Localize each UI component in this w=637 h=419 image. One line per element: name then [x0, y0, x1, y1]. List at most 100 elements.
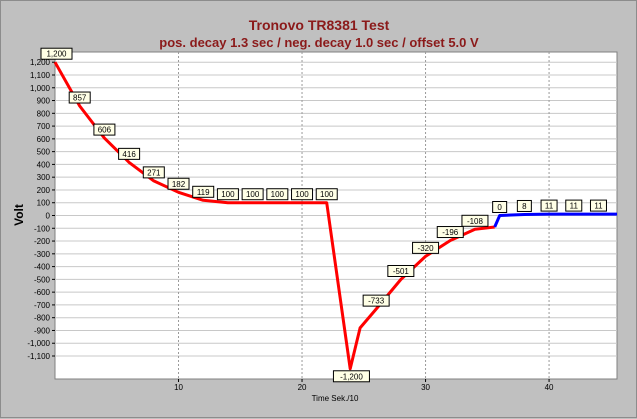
data-label-text: 100	[221, 190, 235, 199]
data-label: 416	[118, 147, 141, 160]
data-label: -1,200	[332, 370, 370, 383]
data-label: -733	[362, 294, 390, 307]
data-label-text: 8	[522, 202, 527, 211]
data-label: -108	[461, 214, 489, 227]
data-label-text: 100	[246, 190, 260, 199]
data-label: 100	[241, 188, 264, 201]
data-label: 100	[216, 188, 239, 201]
data-label: 8	[516, 199, 532, 212]
y-tick-label: -900	[34, 326, 51, 335]
x-axis-ticks: 10 20 30 40	[174, 379, 554, 392]
data-label-text: 271	[147, 168, 161, 177]
chart-subtitle: pos. decay 1.3 sec / neg. decay 1.0 sec …	[159, 35, 479, 50]
y-tick-label: -500	[34, 275, 51, 284]
data-label-box	[68, 91, 91, 104]
y-tick-label: 100	[37, 199, 51, 208]
data-label-text: -1,200	[340, 372, 363, 381]
chart-title: Tronovo TR8381 Test	[249, 17, 390, 33]
data-label-box	[412, 241, 440, 254]
data-label-text: 1,200	[46, 50, 67, 59]
x-tick-label: 10	[174, 383, 183, 392]
data-label-text: -501	[393, 267, 410, 276]
data-label-text: 182	[172, 180, 186, 189]
y-tick-label: 300	[37, 173, 51, 182]
y-tick-label: -600	[34, 288, 51, 297]
series-line-2	[493, 212, 617, 228]
series-lines	[53, 61, 617, 371]
data-label-box	[565, 199, 583, 212]
data-label: 119	[192, 185, 215, 198]
data-label-text: -108	[467, 217, 484, 226]
data-label-text: 11	[594, 202, 603, 211]
data-labels: 1,200 857 606 416 271 182 119 100 100 100 100 100 -1…	[40, 47, 607, 383]
x-axis-label: Time Sek./10	[312, 394, 359, 403]
data-label-box	[436, 226, 464, 239]
data-label: -501	[387, 264, 415, 277]
y-tick-label: 200	[37, 186, 51, 195]
data-label-box	[516, 199, 532, 212]
data-label-box	[291, 188, 314, 201]
data-label-text: 11	[570, 202, 579, 211]
y-tick-label: -200	[34, 237, 51, 246]
data-label-box	[192, 185, 215, 198]
data-label-text: 11	[545, 202, 554, 211]
y-tick-label: 700	[37, 122, 51, 131]
data-label-text: -320	[418, 244, 435, 253]
data-label-box	[387, 264, 415, 277]
data-label: 1,200	[40, 47, 73, 60]
data-label-text: -733	[368, 297, 385, 306]
y-tick-label: -800	[34, 314, 51, 323]
data-label: 606	[93, 123, 116, 136]
x-tick-label: 20	[298, 383, 307, 392]
data-label: 100	[315, 188, 338, 201]
y-tick-label: 0	[46, 212, 51, 221]
y-tick-label: -700	[34, 301, 51, 310]
y-tick-label: -300	[34, 250, 51, 259]
data-label-box	[540, 199, 558, 212]
data-label: 11	[540, 199, 558, 212]
series-line-1	[53, 61, 495, 371]
y-tick-label: -100	[34, 224, 51, 233]
y-tick-label: 600	[37, 135, 51, 144]
data-label: 100	[291, 188, 314, 201]
y-axis-ticks: 1,200 1,100 1,000 900 800 700 600 500 400 300 200 1…	[27, 58, 55, 361]
data-label: -320	[412, 241, 440, 254]
y-tick-label: 900	[37, 97, 51, 106]
data-label-text: 606	[98, 126, 112, 135]
data-label-text: 119	[197, 188, 210, 197]
y-tick-label: -1,000	[27, 339, 50, 348]
y-tick-label: 400	[37, 160, 51, 169]
data-label-box	[167, 177, 190, 190]
data-label-text: 0	[497, 203, 502, 212]
y-tick-label: -400	[34, 263, 51, 272]
data-label-text: 857	[73, 94, 87, 103]
y-tick-label: 1,000	[30, 84, 51, 93]
data-label: 182	[167, 177, 190, 190]
data-label-box	[362, 294, 390, 307]
data-label-box	[332, 370, 370, 383]
x-tick-label: 40	[545, 383, 554, 392]
data-label-text: 100	[320, 190, 334, 199]
y-tick-label: 500	[37, 148, 51, 157]
data-label: 0	[492, 201, 508, 213]
y-axis-label: Volt	[12, 204, 26, 226]
data-label: -196	[436, 226, 464, 239]
x-tick-label: 30	[421, 383, 430, 392]
data-label-text: 416	[122, 150, 136, 159]
y-tick-label: 1,100	[30, 71, 51, 80]
data-label-box	[266, 188, 289, 201]
y-tick-label: 800	[37, 109, 51, 118]
data-label: 100	[266, 188, 289, 201]
data-label: 857	[68, 91, 91, 104]
data-label: 271	[142, 166, 165, 179]
data-label-box	[118, 147, 141, 160]
data-label: 11	[589, 199, 607, 212]
data-label-box	[492, 201, 508, 213]
data-label-box	[93, 123, 116, 136]
data-label-box	[142, 166, 165, 179]
data-label-text: -196	[442, 228, 459, 237]
data-label-box	[216, 188, 239, 201]
data-label: 11	[565, 199, 583, 212]
